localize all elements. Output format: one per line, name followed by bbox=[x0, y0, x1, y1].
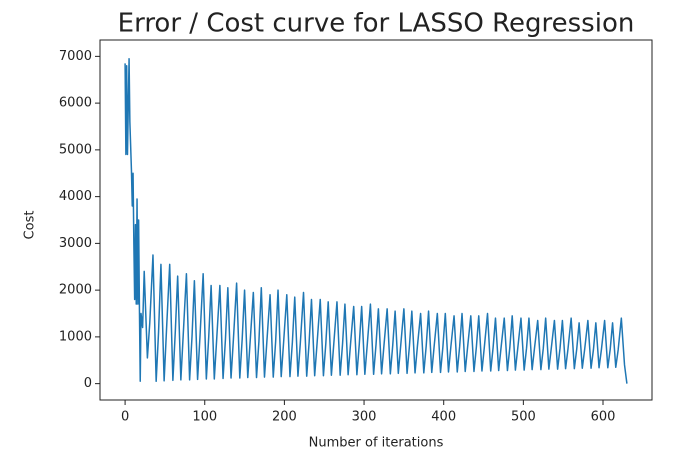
plot-frame bbox=[99, 39, 653, 401]
x-tick-label: 600 bbox=[591, 410, 616, 425]
y-tick-label: 3000 bbox=[59, 236, 92, 251]
x-axis-label: Number of iterations bbox=[309, 436, 444, 451]
y-tick-label: 5000 bbox=[59, 142, 92, 157]
chart-title: Error / Cost curve for LASSO Regression bbox=[118, 9, 635, 39]
y-axis-label: Cost bbox=[23, 211, 38, 240]
x-tick-label: 200 bbox=[272, 410, 297, 425]
y-tick-label: 1000 bbox=[59, 329, 92, 344]
y-tick-label: 0 bbox=[84, 376, 92, 391]
y-tick-label: 4000 bbox=[59, 189, 92, 204]
x-tick-label: 500 bbox=[511, 410, 536, 425]
y-tick-label: 7000 bbox=[59, 49, 92, 64]
x-tick-label: 0 bbox=[121, 410, 129, 425]
y-tick-label: 6000 bbox=[59, 96, 92, 111]
y-tick-label: 2000 bbox=[59, 283, 92, 298]
line bbox=[124, 57, 628, 384]
x-tick-label: 300 bbox=[352, 410, 377, 425]
x-tick-label: 100 bbox=[192, 410, 217, 425]
x-tick-label: 400 bbox=[431, 410, 456, 425]
